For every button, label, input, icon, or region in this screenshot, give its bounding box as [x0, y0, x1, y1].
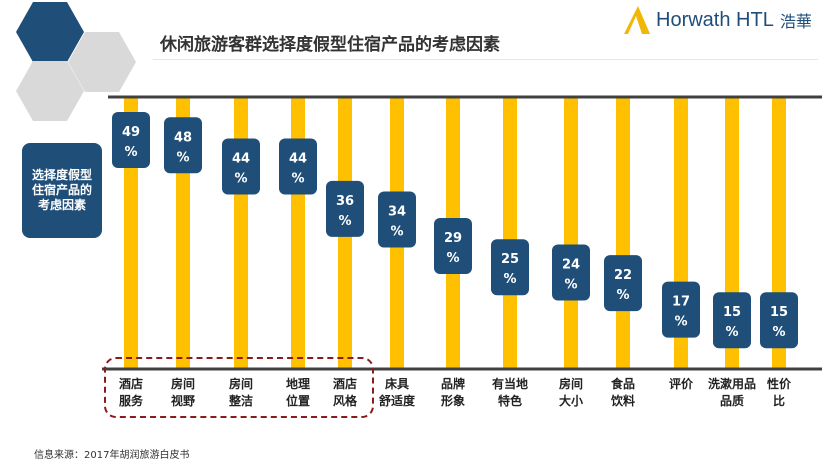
- category-label: 舒适度: [378, 393, 416, 408]
- data-label-value: 44: [232, 152, 250, 167]
- category-label: 床具: [385, 376, 409, 391]
- data-label-unit: %: [176, 150, 189, 165]
- data-label-value: 48: [174, 130, 192, 145]
- data-label-value: 24: [562, 258, 580, 273]
- category-label: 形象: [441, 393, 465, 408]
- data-label-unit: %: [234, 172, 247, 187]
- highlight-box: [104, 357, 374, 418]
- data-label-value: 44: [289, 152, 307, 167]
- data-label-value: 15: [770, 305, 788, 320]
- data-label-unit: %: [338, 214, 351, 229]
- data-label-value: 49: [122, 125, 140, 140]
- category-label: 视野: [171, 393, 195, 408]
- data-label-unit: %: [725, 325, 738, 340]
- logo-mark-icon: [624, 6, 650, 34]
- value-bubble: [279, 138, 317, 195]
- data-label-unit: %: [124, 145, 137, 160]
- data-label-value: 34: [388, 205, 406, 220]
- category-label: 服务: [119, 393, 144, 408]
- category-label: 酒店: [333, 376, 357, 391]
- value-bubble: [164, 117, 202, 174]
- data-label-unit: %: [390, 225, 403, 240]
- hexagon-decoration: [16, 2, 84, 62]
- page-title: 休闲旅游客群选择度假型住宿产品的考虑因素: [160, 35, 500, 55]
- logo-cn: 浩華: [779, 12, 812, 31]
- category-label: 房间: [559, 376, 583, 391]
- data-label-unit: %: [564, 278, 577, 293]
- data-label-value: 25: [501, 252, 519, 267]
- hexagon-decoration: [16, 61, 84, 121]
- logo-brand: Horwath HTL: [656, 8, 774, 31]
- category-label: 地理: [286, 376, 310, 391]
- data-label-unit: %: [616, 288, 629, 303]
- data-label-unit: %: [772, 325, 785, 340]
- bar: [503, 97, 517, 368]
- data-label-value: 29: [444, 231, 462, 246]
- bar: [616, 97, 630, 368]
- value-bubble: [662, 281, 700, 338]
- category-label: 位置: [286, 393, 310, 408]
- side-label-box: 选择度假型住宿产品的考虑因素: [22, 143, 102, 238]
- category-label: 酒店: [119, 376, 143, 391]
- category-label: 洗漱用品: [708, 376, 756, 391]
- bar: [291, 97, 305, 368]
- category-label: 整洁: [228, 393, 253, 408]
- value-bubble: [713, 292, 751, 349]
- value-bubble: [326, 180, 364, 237]
- value-bubble: [604, 255, 642, 312]
- data-label-value: 15: [723, 305, 741, 320]
- bar: [234, 97, 248, 368]
- category-label: 房间: [229, 376, 253, 391]
- value-bubble: [760, 292, 798, 349]
- data-label-unit: %: [446, 251, 459, 266]
- category-label: 品牌: [441, 376, 465, 391]
- logo: Horwath HTL 浩華: [624, 6, 812, 34]
- category-label: 风格: [333, 393, 358, 408]
- hexagon-decoration: [68, 32, 136, 92]
- data-label-value: 17: [672, 295, 690, 310]
- data-label-unit: %: [674, 315, 687, 330]
- category-label: 品质: [720, 393, 744, 408]
- category-label: 比: [773, 393, 785, 408]
- data-label-unit: %: [503, 272, 516, 287]
- category-label: 特色: [498, 393, 522, 408]
- data-label-value: 36: [336, 194, 354, 209]
- category-label: 食品: [610, 376, 635, 391]
- category-label: 评价: [669, 377, 694, 391]
- category-label: 有当地: [492, 376, 528, 391]
- value-bubble: [434, 218, 472, 274]
- value-bubble: [491, 239, 529, 296]
- data-label-unit: %: [291, 172, 304, 187]
- bar: [564, 97, 578, 368]
- value-bubble: [378, 191, 416, 248]
- source-note: 信息来源：2017年胡润旅游白皮书: [34, 450, 190, 461]
- data-label-value: 22: [614, 268, 632, 283]
- category-label: 饮料: [610, 393, 635, 408]
- value-bubble: [222, 138, 260, 195]
- value-bubble: [552, 244, 590, 301]
- category-label: 房间: [171, 376, 195, 391]
- category-label: 大小: [559, 393, 583, 408]
- value-bubble: [112, 112, 150, 168]
- divider: [153, 59, 818, 60]
- category-label: 性价: [766, 376, 792, 391]
